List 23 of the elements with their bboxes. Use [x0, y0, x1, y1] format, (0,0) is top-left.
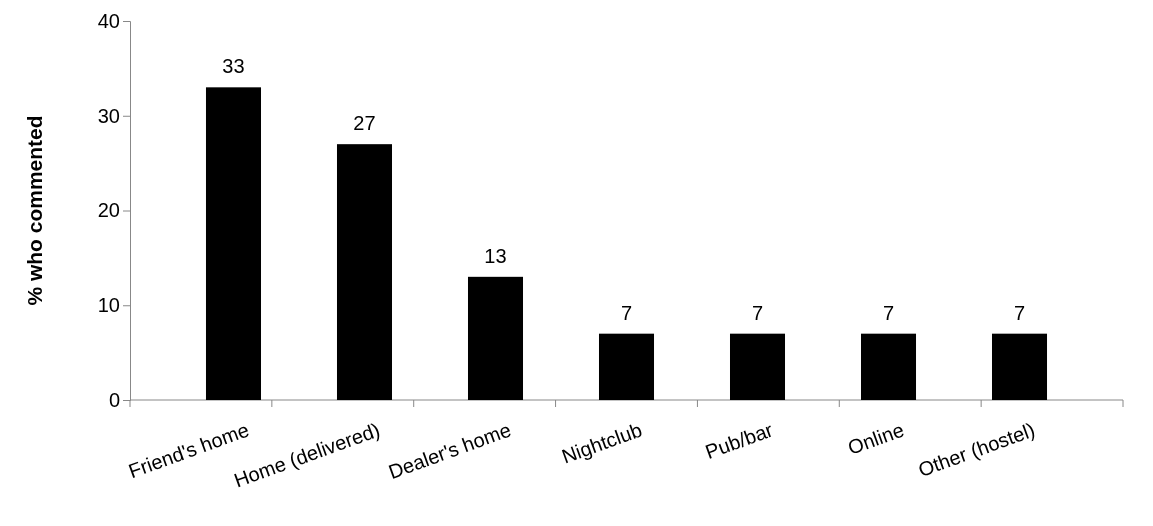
- data-label: 7: [751, 301, 764, 324]
- y-tick-label: 0: [108, 388, 120, 411]
- bar: [205, 87, 261, 400]
- data-label: 7: [882, 301, 895, 324]
- data-label: 7: [620, 301, 633, 324]
- x-tick-label: Pub/bar: [702, 418, 777, 464]
- data-label: 33: [222, 55, 245, 78]
- bar: [598, 333, 655, 400]
- y-tick-label: 40: [97, 9, 120, 32]
- data-label: 27: [353, 112, 376, 135]
- bar: [336, 144, 393, 400]
- x-tick-label: Online: [844, 418, 907, 459]
- y-axis-title: % who commented: [23, 115, 46, 306]
- bar: [861, 333, 917, 400]
- y-tick-label: 20: [97, 199, 120, 222]
- y-tick-label: 30: [97, 104, 120, 127]
- y-tick-label: 10: [97, 294, 120, 317]
- x-tick-label: Dealer's home: [385, 418, 514, 483]
- bar: [729, 333, 786, 400]
- bar: [992, 333, 1048, 400]
- data-label: 13: [484, 244, 507, 267]
- bar: [467, 276, 524, 400]
- data-label: 7: [1013, 301, 1026, 324]
